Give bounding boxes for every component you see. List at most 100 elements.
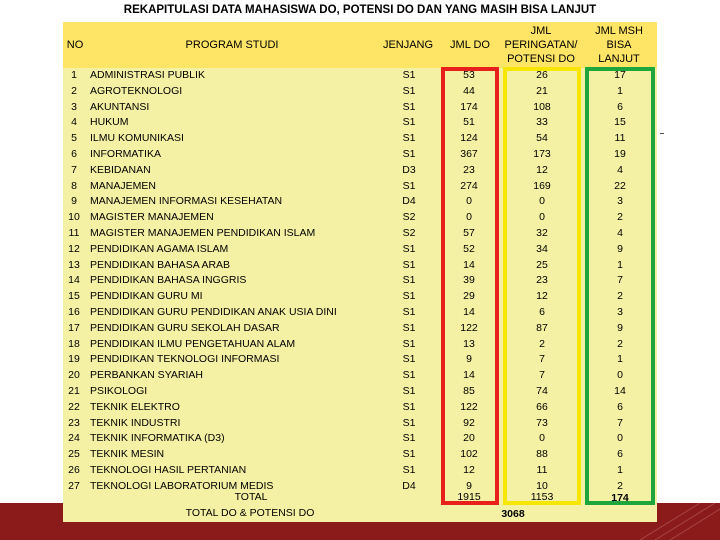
row-no: 22 [68,400,80,413]
row-no: 12 [68,242,80,255]
row-jenjang: S1 [402,353,416,366]
row-peringatan: 25 [536,258,548,271]
row-jenjang: S1 [402,100,416,113]
highlight-jml-do-box [441,67,499,505]
row-program: HUKUM [90,116,129,129]
row-masih-lanjut: 1 [617,353,623,366]
table-row: 14 PENDIDIKAN BAHASA INGGRIS S1 39 23 7 [63,273,657,289]
row-jml-do: 39 [463,274,475,287]
table-row: 18 PENDIDIKAN ILMU PENGETAHUAN ALAM S1 13 2 2 [63,337,657,353]
row-jml-do: 85 [463,385,475,397]
row-jenjang: S1 [402,432,416,445]
header-jenjang: JENJANG [377,22,439,68]
table-row: 20 PERBANKAN SYARIAH S1 14 7 0 [63,368,657,384]
row-jml-do: 14 [463,369,475,382]
table-row: 3 AKUNTANSI S1 174 108 6 [63,100,657,116]
table-row: 19 PENDIDIKAN TEKNOLOGI INFORMASI S1 9 7 1 [63,352,657,368]
table-row: 16 PENDIDIKAN GURU PENDIDIKAN ANAK USIA D… [63,305,657,321]
row-peringatan: 12 [536,163,548,176]
row-jenjang: S1 [402,448,416,461]
row-jml-do: 51 [463,116,475,129]
row-peringatan: 33 [536,116,548,129]
total-do-potensi-label: TOTAL DO & POTENSI DO [185,507,315,519]
row-no: 6 [71,148,77,160]
row-no: 15 [68,290,80,303]
row-jml-do: 14 [463,258,475,271]
row-program: AKUNTANSI [90,100,150,113]
row-jenjang: S1 [402,132,416,145]
table-row: 7 KEBIDANAN D3 23 12 4 [63,163,657,179]
row-no: 18 [68,337,80,350]
stray-dash [660,133,664,134]
table-row: 1 ADMINISTRASI PUBLIK S1 53 26 17 [63,68,657,84]
row-peringatan: 173 [533,148,551,160]
row-jml-do: 13 [463,337,475,350]
row-jml-do: 367 [460,148,478,160]
row-masih-lanjut: 4 [617,227,623,239]
row-program: PENDIDIKAN GURU PENDIDIKAN ANAK USIA DIN… [90,306,337,318]
row-no: 24 [68,432,80,445]
row-program: MANAJEMEN INFORMASI KESEHATAN [90,195,283,208]
table-row: 13 PENDIDIKAN BAHASA ARAB S1 14 25 1 [63,258,657,274]
row-no: 13 [68,258,80,271]
row-jml-do: 12 [463,464,475,476]
row-peringatan: 108 [533,100,551,113]
row-program: TEKNIK ELEKTRO [90,400,180,413]
row-no: 7 [71,163,77,176]
highlight-masih-box [585,67,655,505]
row-no: 1 [71,69,77,81]
total-do-potensi: 3068 [501,508,525,520]
row-program: MAGISTER MANAJEMEN [90,211,214,224]
row-no: 19 [68,353,80,366]
row-no: 9 [71,195,77,208]
row-peringatan: 6 [539,306,545,318]
table-row: 24 TEKNIK INFORMATIKA (D3) S1 20 0 0 [63,431,657,447]
row-no: 2 [71,84,77,97]
row-program: PENDIDIKAN AGAMA ISLAM [90,242,229,255]
row-masih-lanjut: 6 [617,100,623,113]
row-jml-do: 92 [463,416,475,429]
row-program: PENDIDIKAN BAHASA INGGRIS [90,274,247,287]
row-masih-lanjut: 0 [617,432,623,445]
row-peringatan: 11 [536,464,548,476]
row-program: ILMU KOMUNIKASI [90,132,184,145]
row-jenjang: S1 [402,116,416,129]
row-jml-do: 14 [463,306,475,318]
row-jenjang: S2 [402,211,416,224]
row-jenjang: S1 [402,464,416,476]
row-peringatan: 21 [536,84,548,97]
row-peringatan: 54 [536,132,548,145]
row-masih-lanjut: 1 [617,464,623,476]
row-jenjang: S2 [402,227,416,239]
row-masih-lanjut: 1 [617,84,623,97]
row-jenjang: S1 [402,369,416,382]
row-jml-do: 52 [463,242,475,255]
row-jml-do: 122 [460,321,478,334]
row-jml-do: 124 [460,132,478,145]
table-row: 25 TEKNIK MESIN S1 102 88 6 [63,447,657,463]
row-jml-do: 102 [460,448,478,461]
row-program: PERBANKAN SYARIAH [90,369,204,382]
row-jml-do: 122 [460,400,478,413]
row-masih-lanjut: 6 [617,400,623,413]
row-program: PENDIDIKAN ILMU PENGETAHUAN ALAM [90,337,296,350]
table-title: REKAPITULASI DATA MAHASISWA DO, POTENSI … [63,0,657,22]
row-jenjang: S1 [402,258,416,271]
row-no: 16 [68,306,80,318]
row-program: PENDIDIKAN GURU SEKOLAH DASAR [90,321,280,334]
row-jml-do: 9 [466,353,472,366]
row-masih-lanjut: 6 [617,448,623,461]
row-masih-lanjut: 7 [617,274,623,287]
row-program: TEKNOLOGI LABORATORIUM MEDIS [90,479,274,492]
row-peringatan: 7 [539,369,545,382]
row-masih-lanjut: 22 [614,179,626,192]
total-jml-do: 1915 [457,491,481,503]
row-masih-lanjut: 17 [614,69,626,81]
row-program: TEKNIK MESIN [90,448,165,461]
row-masih-lanjut: 2 [617,290,623,303]
row-masih-lanjut: 15 [614,116,626,129]
header-program: PROGRAM STUDI [87,22,377,68]
row-no: 3 [71,100,77,113]
row-peringatan: 23 [536,274,548,287]
row-masih-lanjut: 9 [617,321,623,334]
